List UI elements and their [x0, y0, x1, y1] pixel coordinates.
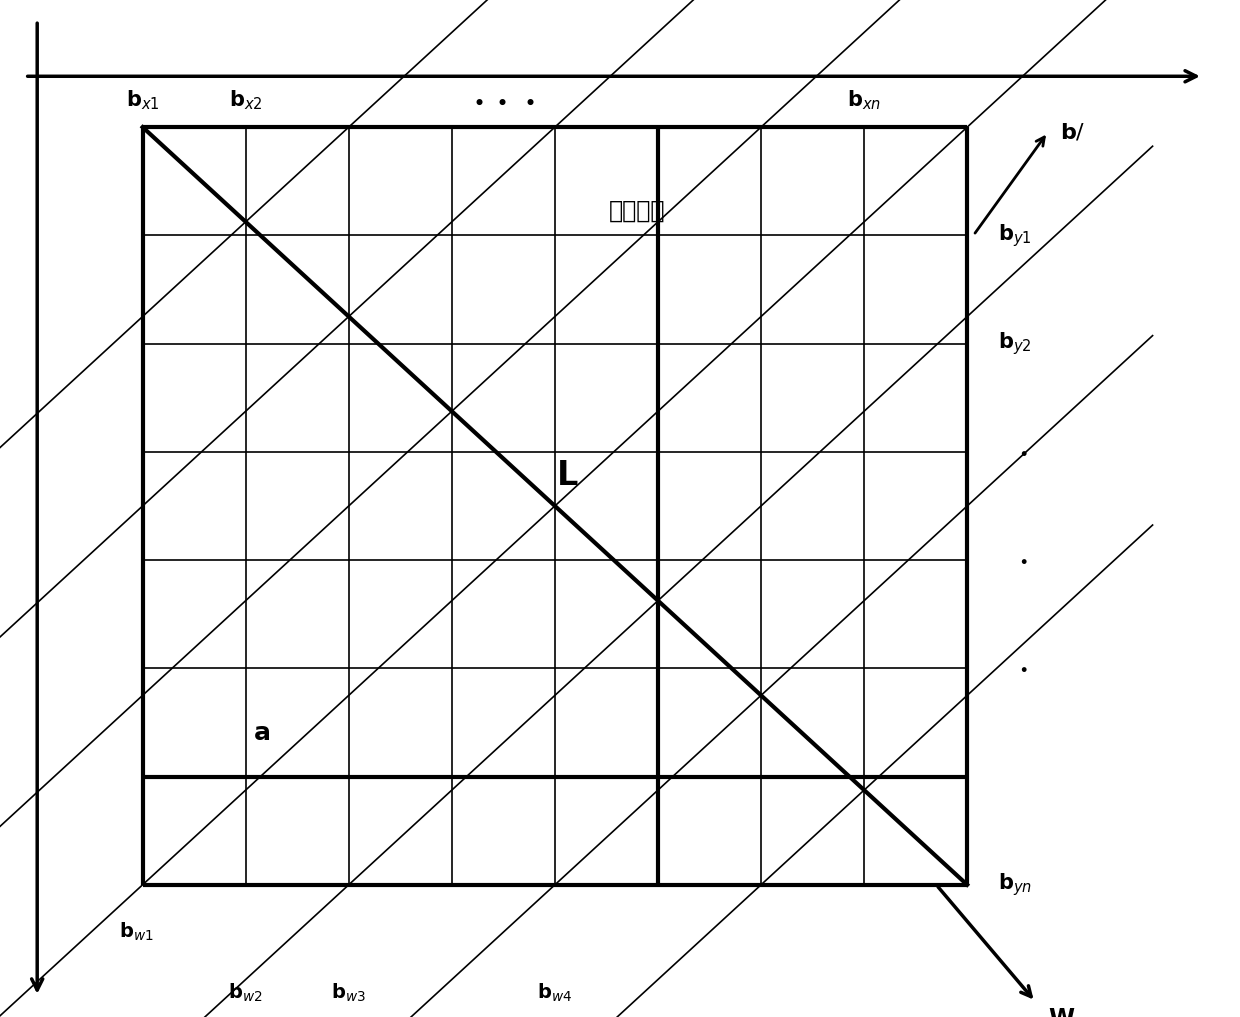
Text: $\mathbf{b}_{x1}$: $\mathbf{b}_{x1}$ [125, 88, 160, 112]
Text: $\mathbf{W}$: $\mathbf{W}$ [1048, 1007, 1075, 1017]
Text: $\bullet$: $\bullet$ [1018, 551, 1028, 570]
Text: $\bullet$: $\bullet$ [1018, 659, 1028, 677]
Text: $\mathbf{b}_{xn}$: $\mathbf{b}_{xn}$ [847, 88, 882, 112]
Text: $\mathbf{L}$: $\mathbf{L}$ [556, 459, 579, 492]
Text: $\mathbf{b}_{y1}$: $\mathbf{b}_{y1}$ [998, 222, 1032, 249]
Text: $\bullet$: $\bullet$ [1018, 442, 1028, 461]
Text: $\mathbf{b}_{y2}$: $\mathbf{b}_{y2}$ [998, 331, 1032, 357]
Text: $\mathbf{b}/$: $\mathbf{b}/$ [1060, 121, 1086, 143]
Text: $\mathbf{b}_{w3}$: $\mathbf{b}_{w3}$ [331, 981, 366, 1004]
Text: $\mathbf{b}_{x2}$: $\mathbf{b}_{x2}$ [229, 88, 263, 112]
Text: $\mathbf{b}_{w1}$: $\mathbf{b}_{w1}$ [119, 920, 154, 943]
Text: $\mathbf{a}$: $\mathbf{a}$ [253, 721, 269, 745]
Text: $\mathbf{b}_{yn}$: $\mathbf{b}_{yn}$ [998, 872, 1032, 898]
Text: $\bullet\ \bullet\ \bullet$: $\bullet\ \bullet\ \bullet$ [471, 92, 536, 112]
Text: 监测区域: 监测区域 [609, 198, 666, 223]
Text: $\mathbf{b}_{w4}$: $\mathbf{b}_{w4}$ [537, 981, 573, 1004]
Text: $\mathbf{b}_{w2}$: $\mathbf{b}_{w2}$ [228, 981, 263, 1004]
